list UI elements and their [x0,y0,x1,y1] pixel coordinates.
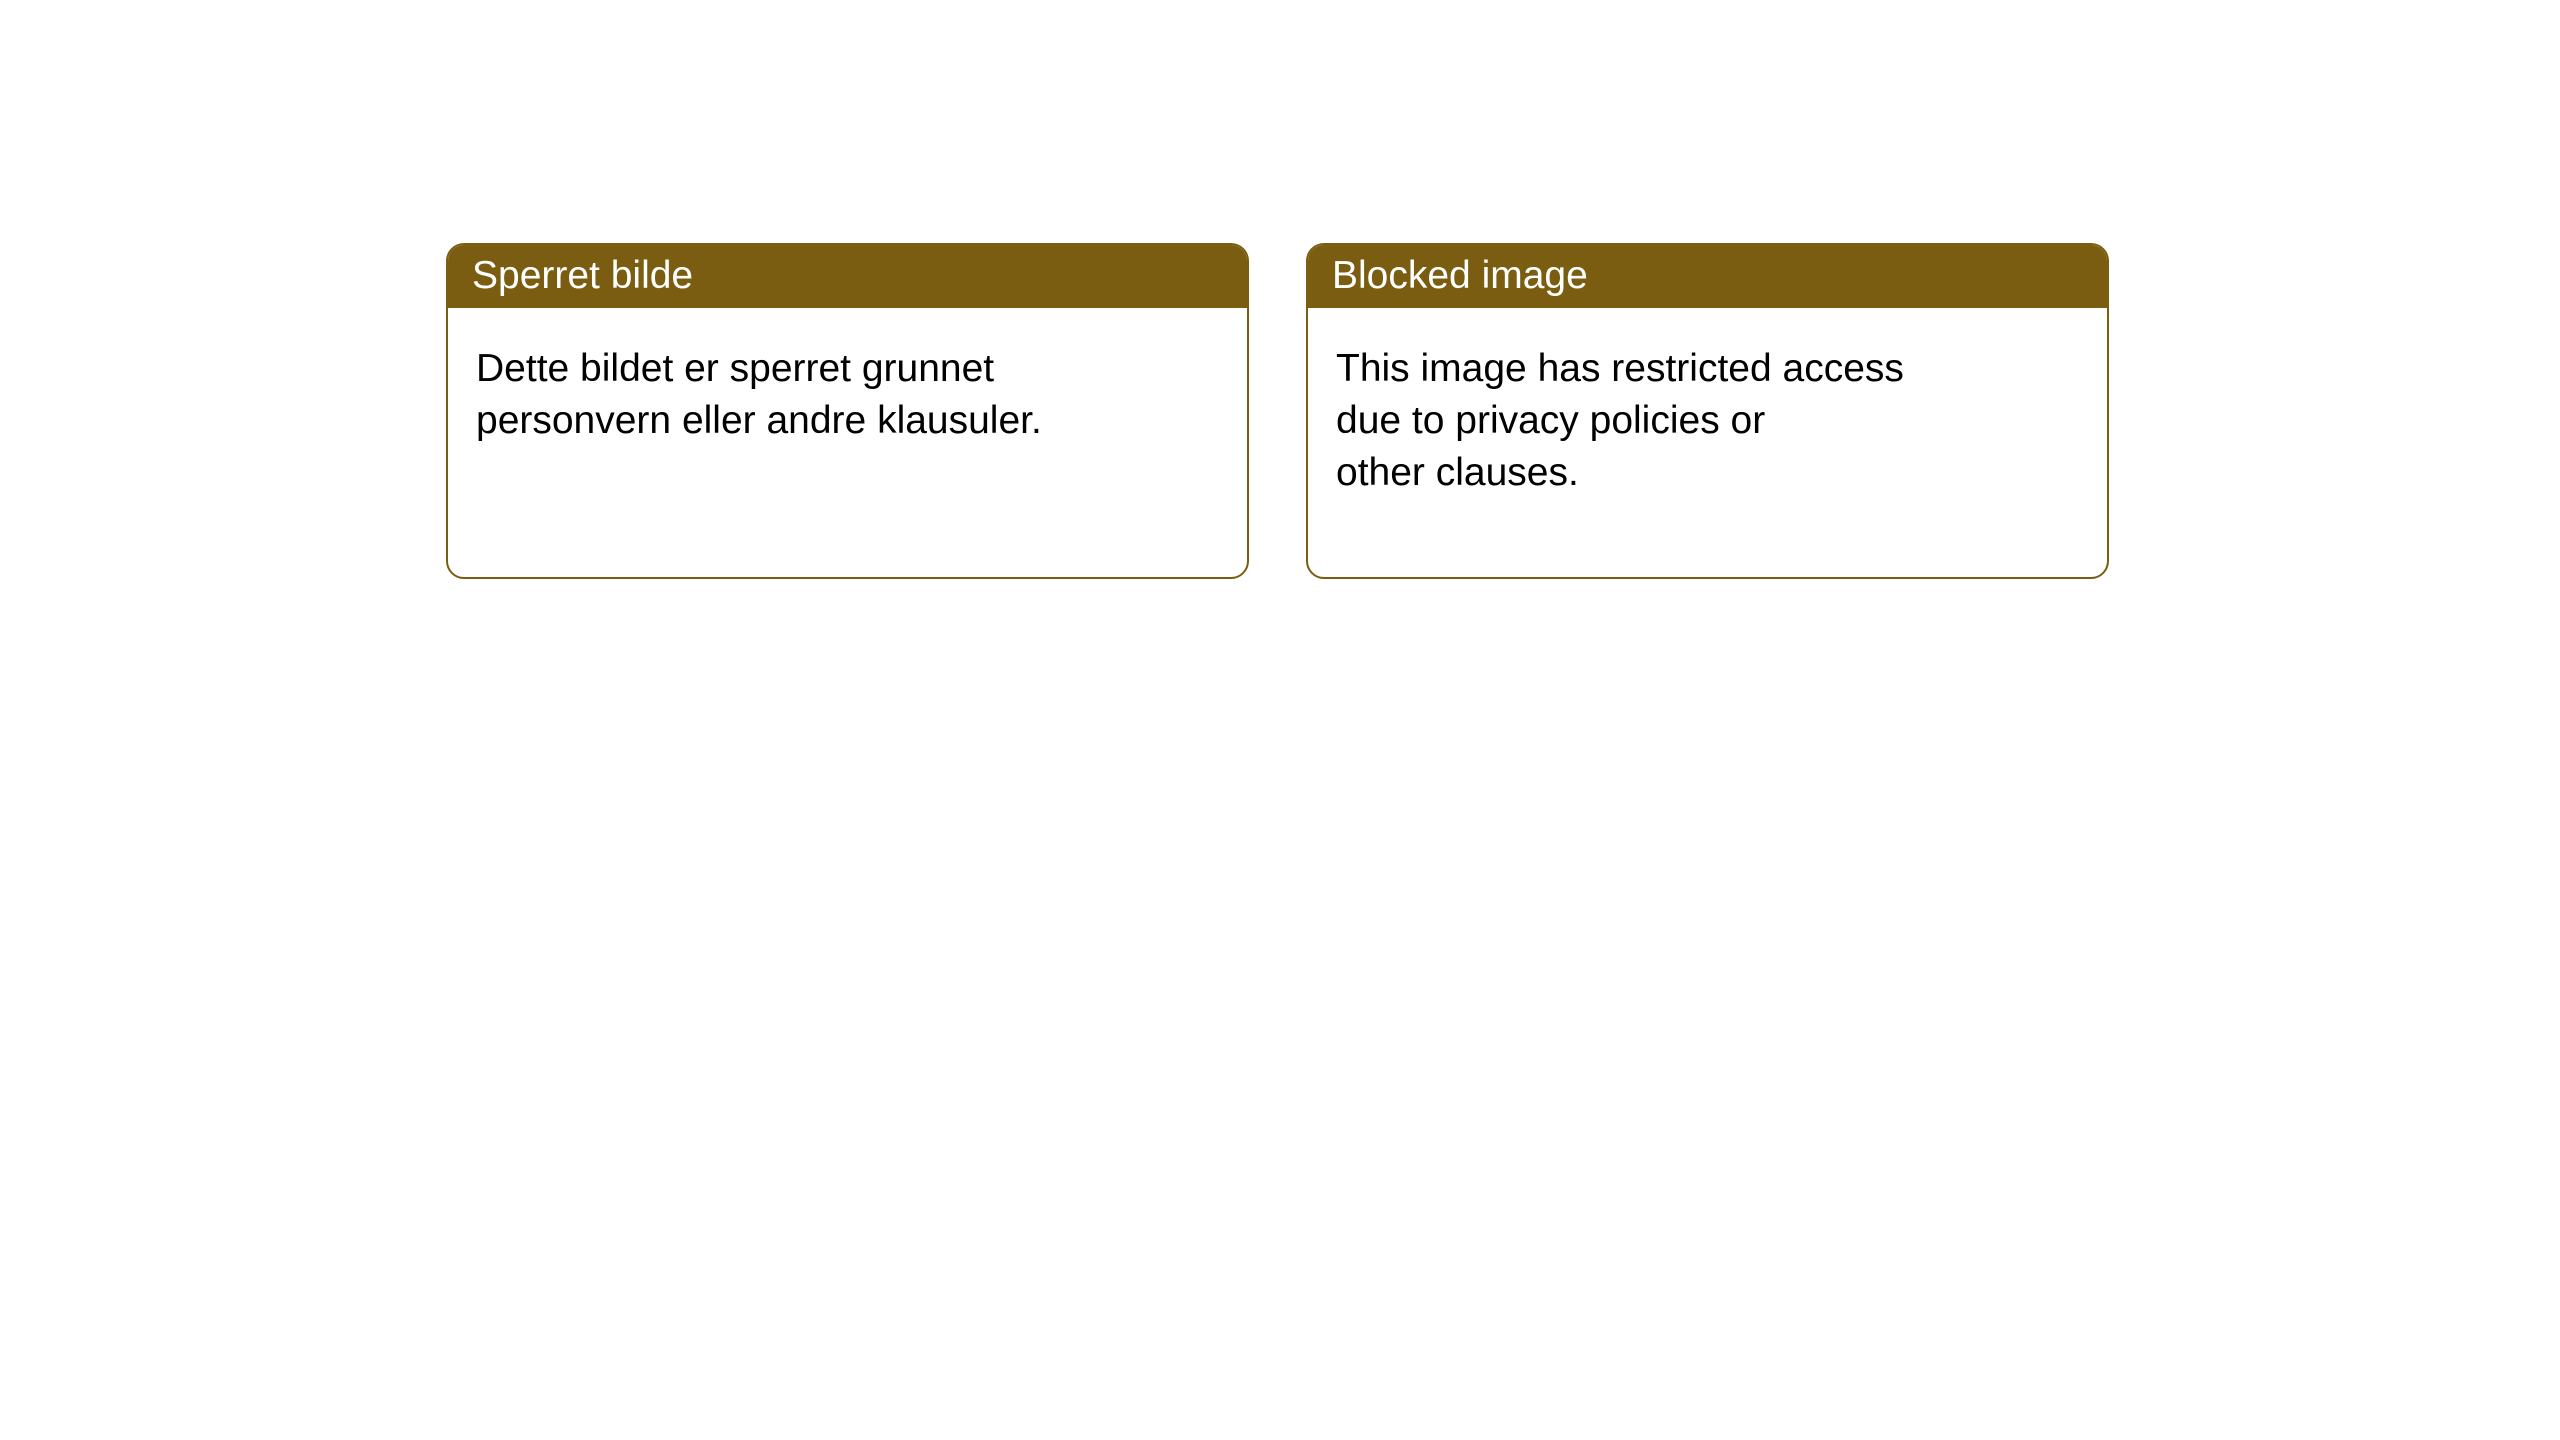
notice-header: Blocked image [1308,245,2107,308]
notice-container: Sperret bilde Dette bildet er sperret gr… [0,0,2560,579]
notice-card-norwegian: Sperret bilde Dette bildet er sperret gr… [446,243,1249,579]
notice-body: Dette bildet er sperret grunnet personve… [448,308,1128,482]
notice-card-english: Blocked image This image has restricted … [1306,243,2109,579]
notice-body: This image has restricted access due to … [1308,308,1988,534]
notice-header: Sperret bilde [448,245,1247,308]
